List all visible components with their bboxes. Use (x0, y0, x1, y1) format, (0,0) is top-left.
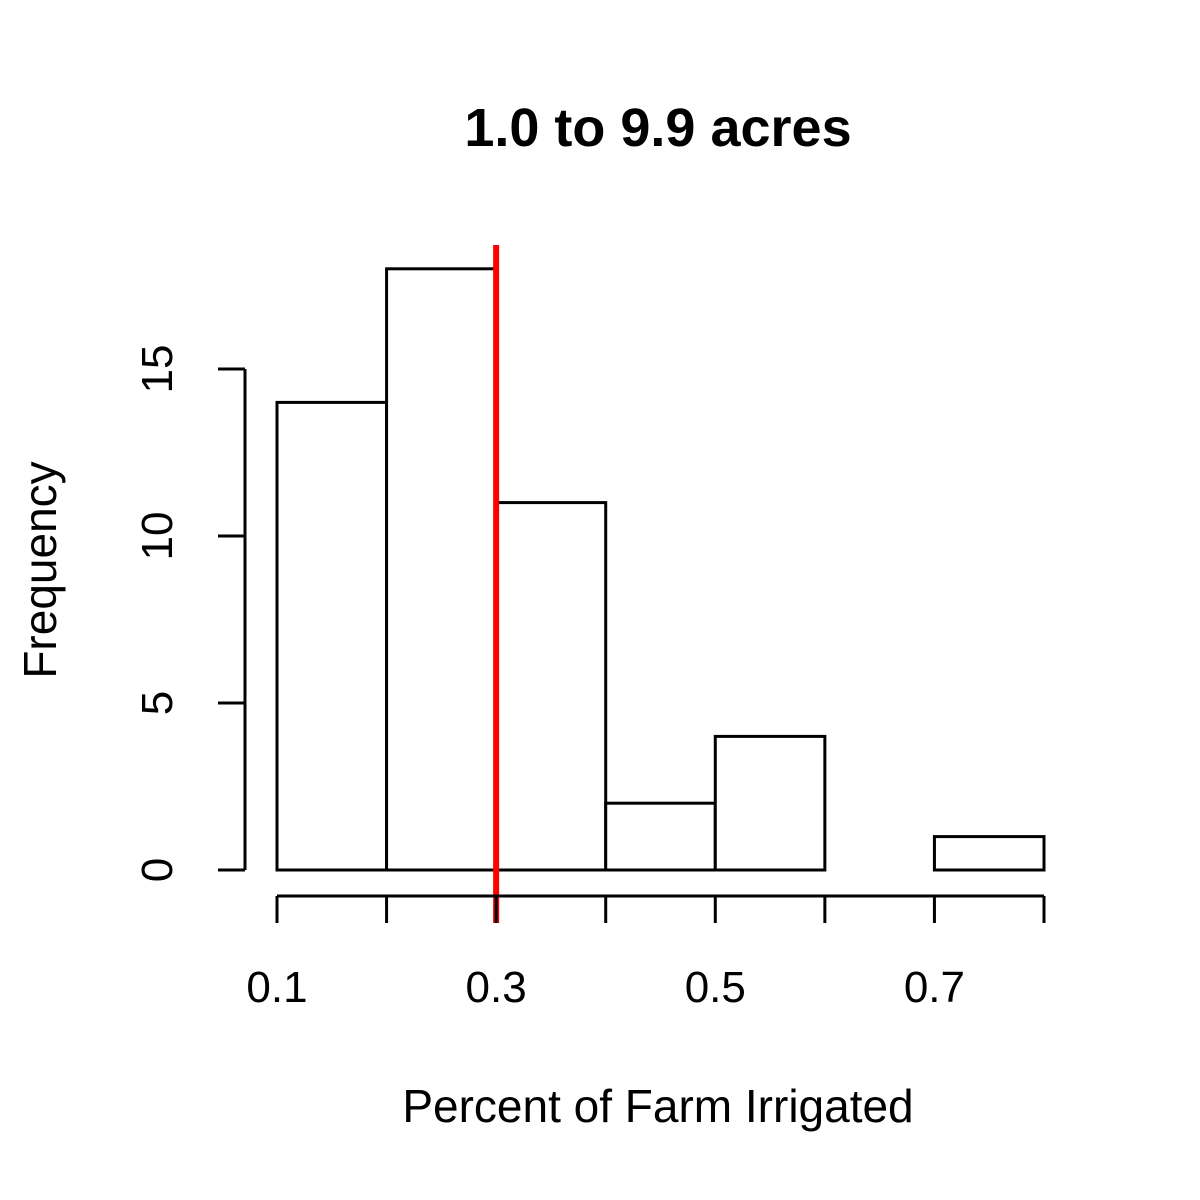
y-tick-label-5: 5 (133, 691, 182, 715)
histogram-bar-7 (932, 835, 1046, 872)
y-tick-label-10: 10 (133, 512, 182, 561)
y-tick-label-0: 0 (133, 858, 182, 882)
x-tick-label-0.1: 0.1 (246, 963, 307, 1012)
bars-group (275, 267, 1046, 872)
x-axis-label: Percent of Farm Irrigated (402, 1080, 913, 1132)
x-tick-label-0.3: 0.3 (466, 963, 527, 1012)
histogram-bar-5 (713, 734, 827, 872)
chart-title: 1.0 to 9.9 acres (464, 98, 851, 158)
y-axis-label: Frequency (14, 461, 66, 678)
x-axis: 0.1 0.3 0.5 0.7 (246, 894, 1046, 1012)
y-tick-label-15: 15 (133, 345, 182, 394)
histogram-bar-2 (385, 267, 498, 872)
x-tick-label-0.5: 0.5 (685, 963, 746, 1012)
x-tick-label-0.7: 0.7 (904, 963, 965, 1012)
histogram-bar-4 (604, 801, 717, 872)
histogram-bar-3 (494, 501, 608, 872)
y-axis: 0 5 10 15 (133, 345, 247, 882)
histogram-bar-1 (275, 400, 389, 872)
